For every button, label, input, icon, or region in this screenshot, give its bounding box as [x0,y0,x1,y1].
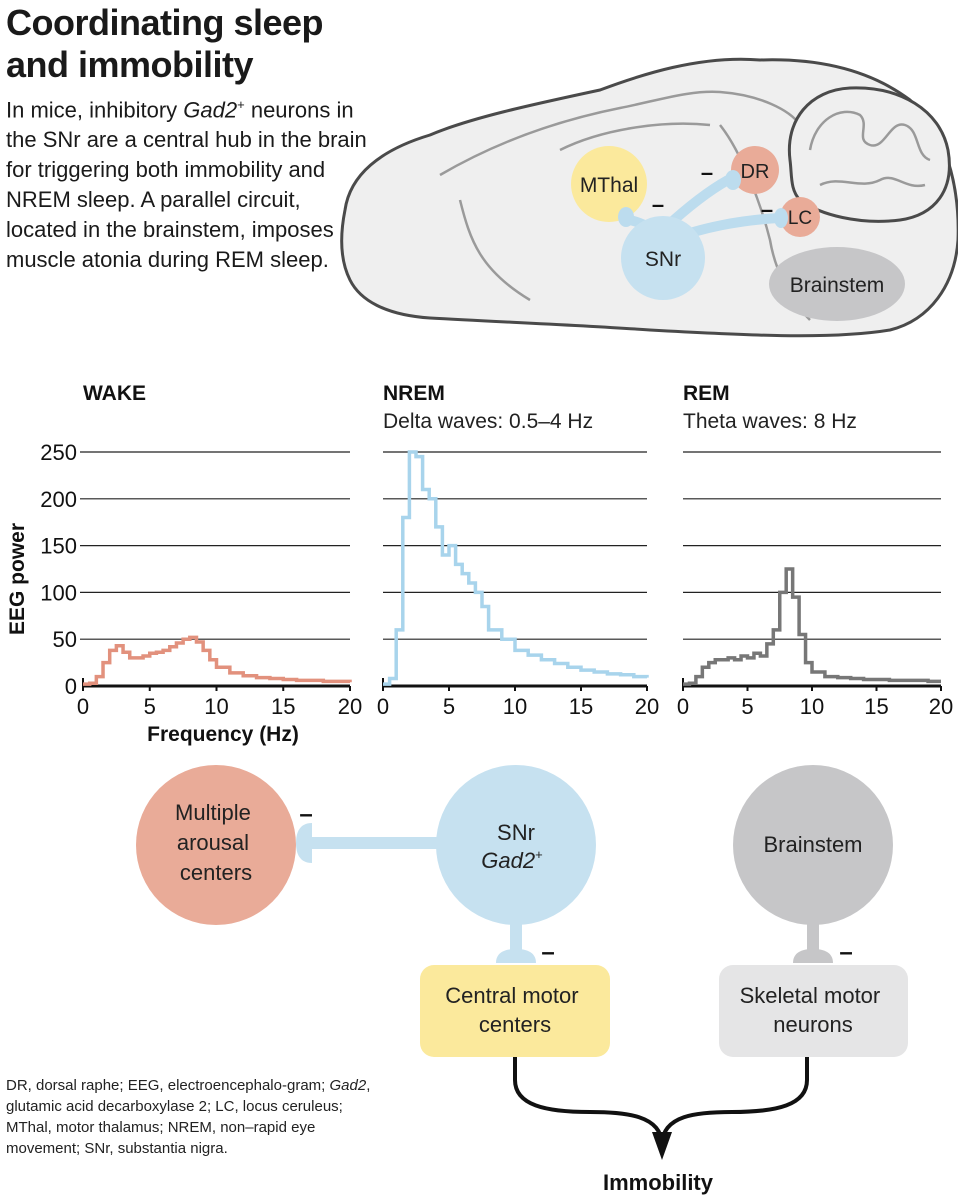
immobility-label: Immobility [603,1170,714,1195]
footnote-part-a: DR, dorsal raphe; EEG, electroencephalo-… [6,1077,330,1094]
brainstem-node [733,765,893,925]
central-motor-line-2: centers [479,1012,551,1037]
skeletal-motor-terminal [793,949,833,963]
central-to-immobility-arrow [513,1057,664,1146]
footnote: DR, dorsal raphe; EEG, electroencephalo-… [6,1075,386,1159]
arousal-label-line-1: Multiple [175,800,251,825]
arousal-label: Multiple arousal centers [175,800,257,885]
rem-x-tick-label-20: 20 [929,694,953,719]
mthal-inhibit-sign: – [652,192,664,217]
wake-x-tick-label-15: 15 [271,694,295,719]
wake-eeg-series-line [83,635,352,686]
snr-node [621,216,705,300]
rem-chart-title: REM [683,382,730,405]
mthal-node [571,146,647,222]
skeletal-motor-neurons-box [719,965,908,1057]
brainstem-region [769,247,905,321]
central-motor-line-1: Central motor [445,983,578,1008]
rem-x-tick-label-5: 5 [741,694,753,719]
dr-label: DR [741,161,770,183]
intro-part-2: neurons in the SNr are a central hub in … [6,97,367,273]
nrem-x-tick-label-15: 15 [569,694,593,719]
mthal-label: MThal [580,174,638,197]
circuit-diagram: – Multiple arousal centers SNr Gad2+ – B… [136,765,908,1195]
wake-x-tick-label-5: 5 [144,694,156,719]
nrem-x-tick-label-5: 5 [443,694,455,719]
snr-label: SNr [645,248,681,271]
footnote-gene: Gad2 [329,1077,367,1094]
snr-gad2-node [436,765,596,925]
figure-title: Coordinating sleep and immobility [6,2,324,86]
rem-x-tick-label-0: 0 [677,694,689,719]
wake-chart-title: WAKE [83,382,146,405]
arousal-centers-node [136,765,296,925]
wake-x-tick-label-0: 0 [77,694,89,719]
arousal-terminal [296,823,312,863]
intro-gene: Gad2 [183,97,238,123]
hippocampus-line [458,122,711,302]
brainstem-label: Brainstem [790,274,885,297]
lc-terminal [774,208,788,228]
snr-gene-label: Gad2+ [481,847,542,873]
lc-node [780,197,820,237]
dr-node [731,146,779,194]
central-motor-label: Central motor centers [445,983,584,1037]
rem-chart-subtitle: Theta waves: 8 Hz [683,410,857,433]
nrem-eeg-series-line [383,450,649,686]
wake-x-tick-label-10: 10 [204,694,228,719]
lc-inhibit-sign: – [761,197,773,222]
rem-x-tick-label-15: 15 [864,694,888,719]
snr-gene-sup: + [535,847,543,862]
dr-terminal [725,170,741,190]
wake-y-tick-label-50: 50 [53,627,77,652]
immobility-arrowhead [652,1132,672,1160]
snr-circuit-label: SNr [497,820,535,845]
skeletal-motor-line-2: neurons [773,1012,853,1037]
wake-y-tick-label-100: 100 [40,580,77,605]
nrem-x-tick-label-0: 0 [377,694,389,719]
skeletal-motor-label: Skeletal motor neurons [740,983,887,1037]
brainstem-circuit-label: Brainstem [763,832,862,857]
intro-text: In mice, inhibitory Gad2+ neurons in the… [6,90,376,275]
title-line-1: Coordinating sleep [6,2,324,43]
cerebellum-folds [808,110,931,188]
lc-label: LC [788,208,812,229]
nrem-x-tick-label-20: 20 [635,694,659,719]
wake-y-tick-label-0: 0 [65,674,77,699]
skeletal-to-immobility-arrow [660,1057,809,1146]
wake-y-tick-label-150: 150 [40,534,77,559]
cerebellum [787,86,951,223]
skeletal-inhibit-sign: – [839,939,852,966]
dr-inhibit-sign: – [701,160,713,185]
skeletal-motor-line-1: Skeletal motor [740,983,881,1008]
brain-diagram: Brainstem MThal SNr DR LC – – – [340,57,958,338]
central-motor-terminal [496,949,536,963]
wake-y-tick-label-200: 200 [40,487,77,512]
intro-gene-sup: + [237,97,245,112]
wake-x-axis-label: Frequency (Hz) [147,723,299,746]
arousal-inhibit-sign: – [299,801,312,828]
nrem-x-tick-label-10: 10 [503,694,527,719]
arousal-label-line-3: centers [180,860,252,885]
intro-part-1: In mice, inhibitory [6,97,184,123]
cortex-inner-line [439,90,802,177]
wake-y-tick-label-250: 250 [40,440,77,465]
title-line-2: and immobility [6,44,254,85]
snr-to-arousal-axon [310,837,440,849]
mthal-terminal [618,207,634,227]
wake-y-axis-label: EEG power [6,523,29,635]
rem-eeg-series-line [683,567,941,686]
central-motor-centers-box [420,965,610,1057]
wake-x-tick-label-20: 20 [338,694,362,719]
nrem-chart-subtitle: Delta waves: 0.5–4 Hz [383,410,593,433]
rem-x-tick-label-10: 10 [800,694,824,719]
snr-gene-text: Gad2 [481,848,535,873]
arousal-label-line-2: arousal [177,830,249,855]
nrem-chart-title: NREM [383,382,445,405]
footnote-part-b: , glutamic acid decarboxylase 2; LC, loc… [6,1077,371,1157]
central-motor-inhibit-sign: – [541,939,554,966]
